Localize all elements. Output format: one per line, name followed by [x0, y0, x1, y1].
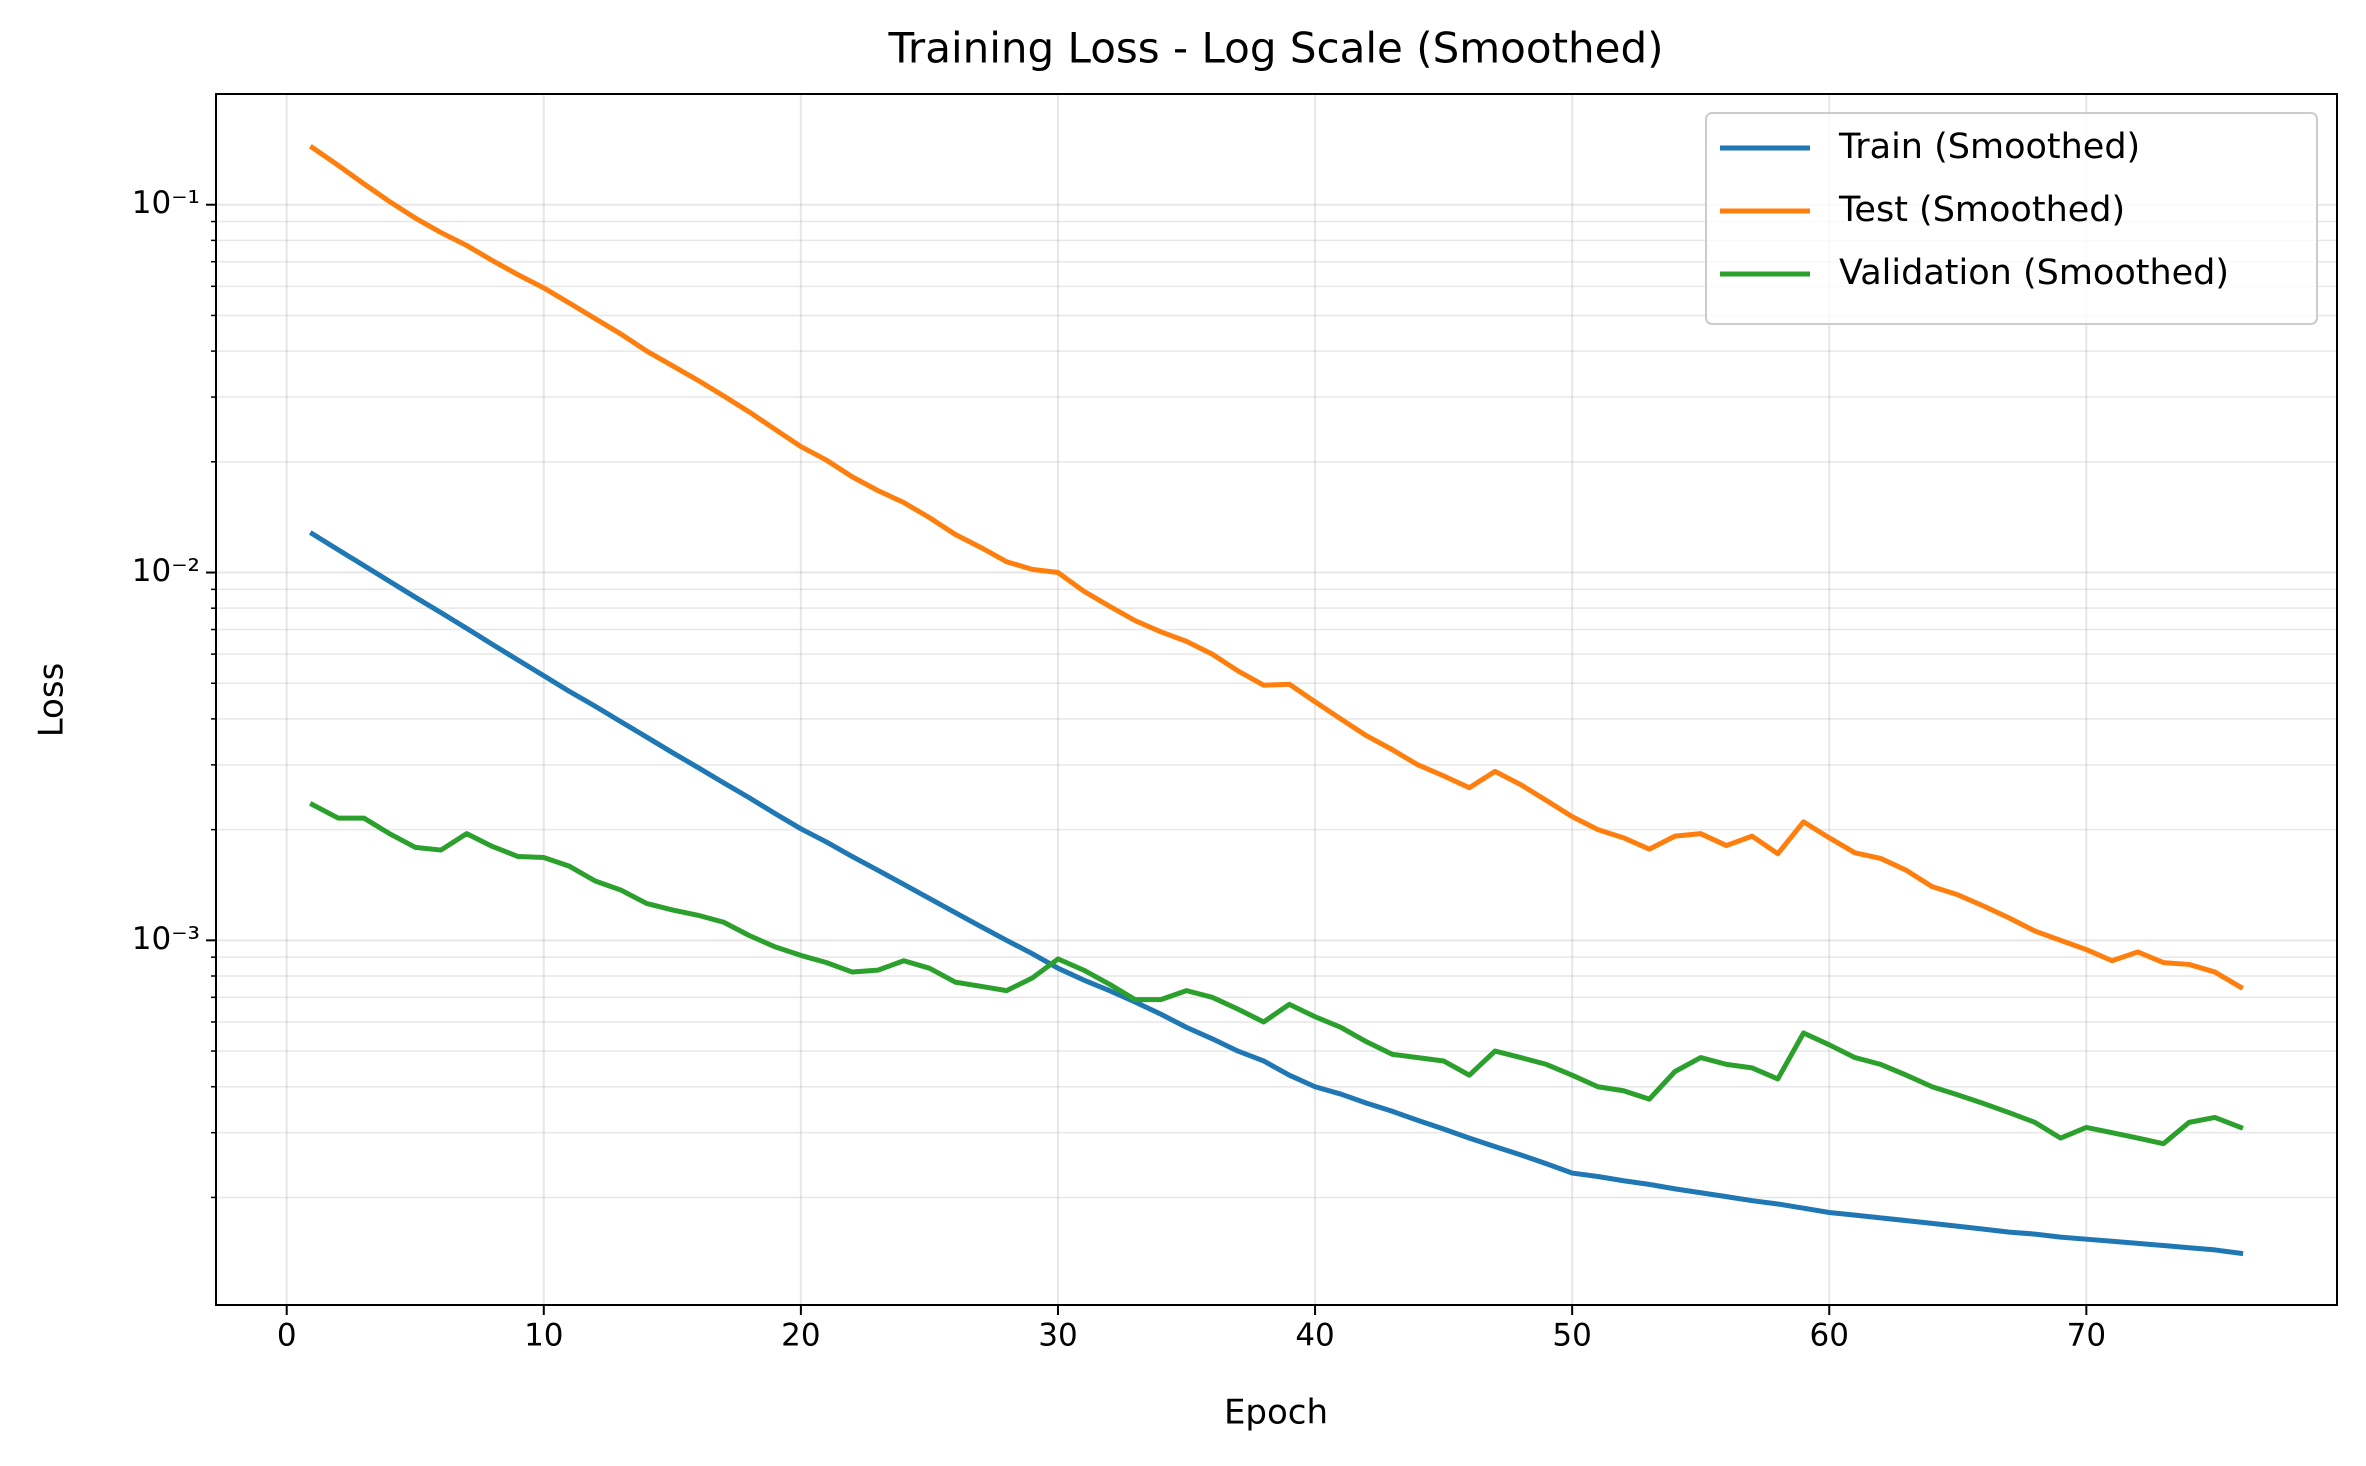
y-axis-label: Loss [32, 663, 72, 738]
x-tick-label: 40 [1295, 1318, 1334, 1354]
legend-label: Validation (Smoothed) [1839, 253, 2229, 293]
series-line [308, 530, 2244, 1257]
grid [216, 94, 2337, 1305]
x-tick-label: 20 [781, 1318, 820, 1354]
y-tick-label: 10⁻¹ [132, 185, 200, 221]
x-axis-label: Epoch [1224, 1393, 1328, 1433]
legend-label: Train (Smoothed) [1838, 127, 2140, 167]
plot-area [308, 144, 2245, 1257]
series-line [308, 144, 2245, 991]
y-tick-label: 10⁻² [132, 553, 200, 589]
legend-label: Test (Smoothed) [1838, 190, 2125, 230]
legend-box [1705, 112, 2318, 325]
ticks: 0 10 20 30 40 50 60 70 10⁻³ 10⁻² 10⁻¹ [132, 185, 2106, 1353]
legend: Train (Smoothed) Test (Smoothed) Validatio… [1705, 112, 2318, 325]
x-tick-label: 0 [277, 1318, 297, 1354]
axes-frame [215, 93, 2338, 1306]
y-tick-label: 10⁻³ [132, 921, 200, 957]
x-tick-label: 10 [524, 1318, 563, 1354]
x-tick-label: 50 [1552, 1318, 1591, 1354]
chart-title: Training Loss - Log Scale (Smoothed) [887, 24, 1663, 73]
series-line [309, 801, 2244, 1147]
x-tick-label: 30 [1038, 1318, 1077, 1354]
x-tick-label: 70 [2067, 1318, 2106, 1354]
x-tick-label: 60 [1810, 1318, 1849, 1354]
